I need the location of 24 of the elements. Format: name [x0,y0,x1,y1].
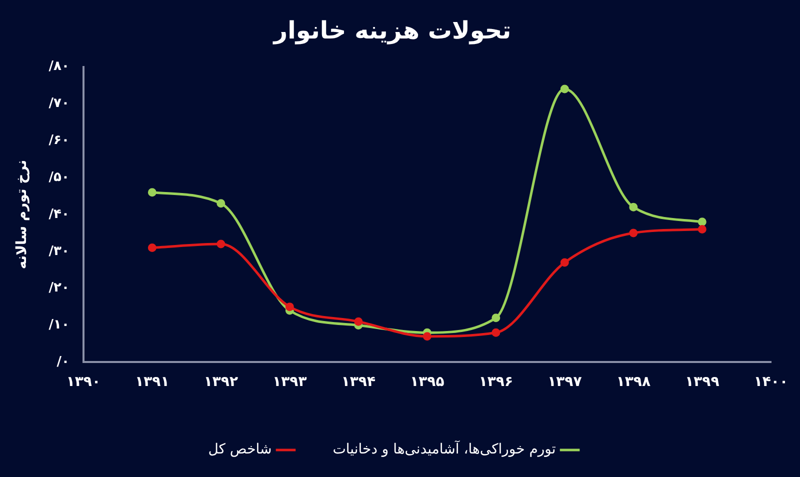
x-tick-label: ۱۳۹۳ [272,374,308,390]
x-tick-label: ۱۳۹۵ [410,374,445,390]
y-tick-label: /۸۰ [48,59,70,74]
y-axis-title: نرخ تورم سالانه [14,160,30,270]
x-tick-label: ۱۳۹۷ [548,374,582,390]
x-tick-label: ۱۳۹۸ [616,374,651,390]
y-tick-label: /۲۰ [48,280,70,296]
x-tick-label: ۱۳۹۱ [135,374,170,390]
y-tick-label: /۱۰ [48,318,70,333]
legend-label: تورم خوراکی‌ها، آشامیدنی‌ها و دخانیات [332,440,556,458]
chart-title: تحولات هزینه خانوار [272,16,512,45]
x-tick-label: ۱۳۹۴ [341,374,376,390]
y-tick-label: /۵۰ [48,170,70,185]
y-tick-label: /۳۰ [48,244,70,259]
y-tick-label: /۴۰ [48,206,70,222]
x-tick-label: ۱۳۹۰ [66,374,101,390]
x-tick-label: ۱۳۹۹ [685,374,720,390]
y-tick-label: /۷۰ [48,96,70,112]
x-tick-label: ۱۴۰۰ [754,374,788,390]
y-tick-label: /۶۰ [48,133,70,148]
x-tick-label: ۱۳۹۲ [204,374,238,390]
x-tick-label: ۱۳۹۶ [478,374,514,390]
y-tick-label: /۰ [56,354,70,370]
legend-label: شاخص کل [208,442,272,458]
